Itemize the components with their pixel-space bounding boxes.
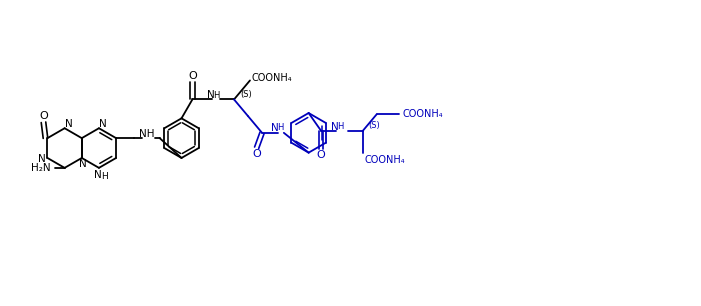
Text: N: N bbox=[271, 123, 279, 133]
Text: O: O bbox=[39, 111, 48, 121]
Text: H: H bbox=[102, 172, 108, 181]
Text: N: N bbox=[331, 122, 339, 132]
Text: NH: NH bbox=[139, 129, 155, 139]
Text: N: N bbox=[99, 119, 107, 129]
Text: H: H bbox=[277, 123, 283, 132]
Text: (S): (S) bbox=[240, 90, 252, 99]
Text: H₂N: H₂N bbox=[31, 163, 50, 173]
Text: N: N bbox=[64, 119, 72, 129]
Text: COONH₄: COONH₄ bbox=[402, 109, 442, 119]
Text: H: H bbox=[336, 122, 343, 131]
Text: COONH₄: COONH₄ bbox=[365, 155, 405, 165]
Text: COONH₄: COONH₄ bbox=[252, 73, 292, 84]
Text: O: O bbox=[317, 150, 325, 160]
Text: N: N bbox=[38, 154, 46, 164]
Text: N: N bbox=[94, 170, 102, 180]
Text: H: H bbox=[213, 91, 219, 100]
Text: O: O bbox=[188, 71, 197, 81]
Text: N: N bbox=[79, 159, 87, 169]
Text: (S): (S) bbox=[369, 121, 381, 130]
Text: N: N bbox=[207, 91, 215, 100]
Text: O: O bbox=[252, 149, 261, 159]
